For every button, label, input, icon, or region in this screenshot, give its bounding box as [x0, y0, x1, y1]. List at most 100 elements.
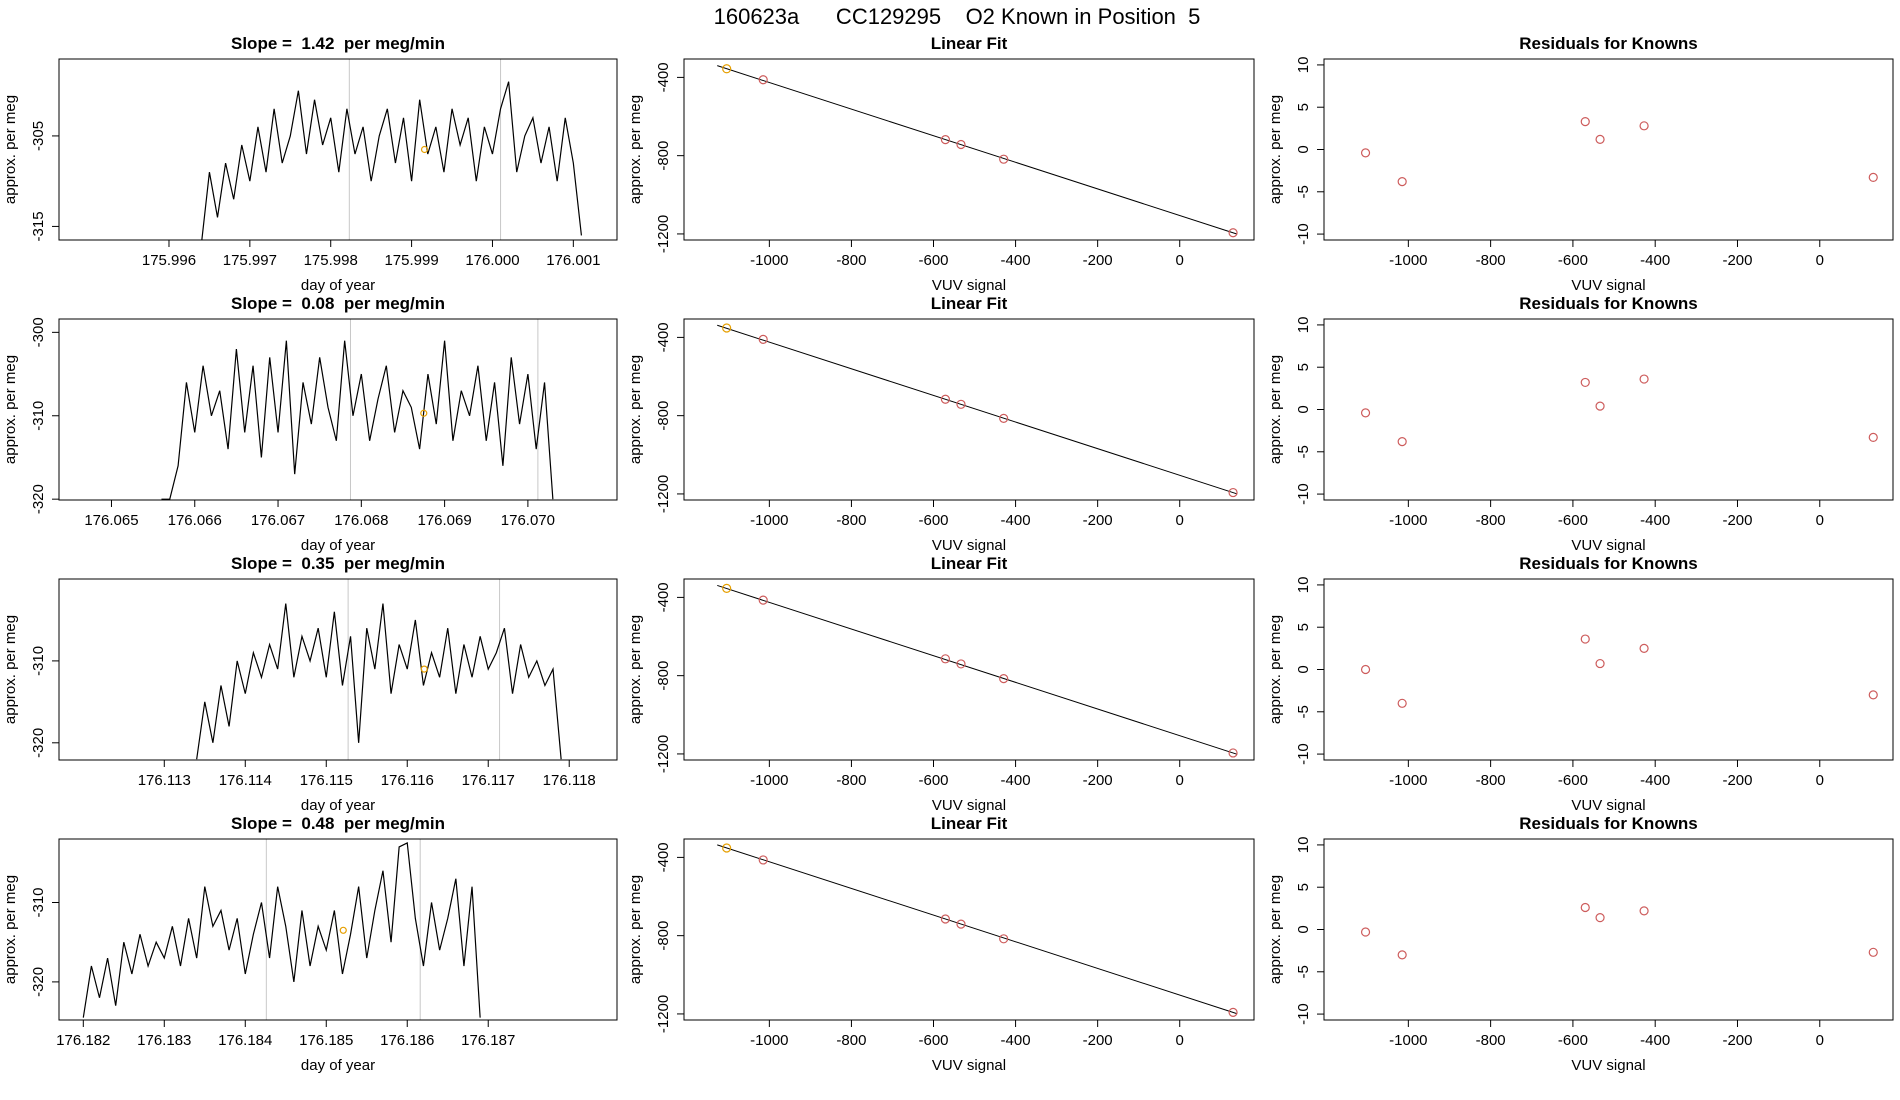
x-axis-label: VUV signal [1571, 277, 1645, 294]
x-tick-label: 176.185 [299, 1032, 353, 1049]
plot-area [1360, 902, 1878, 960]
x-tick-label: -1000 [1389, 1032, 1427, 1049]
point [956, 919, 966, 929]
y-tick-label: -5 [1295, 185, 1312, 198]
y-tick-label: -10 [1295, 483, 1312, 505]
point [940, 914, 951, 924]
series-line [82, 842, 481, 1018]
panel-title: Linear Fit [931, 814, 1008, 833]
x-tick-label: -1000 [1389, 512, 1427, 529]
panel-title: Slope = 0.48 per meg/min [231, 814, 445, 833]
point [999, 413, 1009, 424]
x-tick-label: 175.998 [304, 252, 358, 269]
x-tick-label: 0 [1816, 252, 1824, 269]
x-tick-label: -400 [1640, 252, 1670, 269]
y-tick-label: -1200 [655, 215, 672, 253]
point [1360, 664, 1371, 675]
series-line [196, 603, 562, 760]
x-tick-label: 176.001 [546, 252, 600, 269]
x-tick-label: -200 [1722, 512, 1752, 529]
plot-area [196, 579, 562, 760]
y-tick-label: -320 [30, 967, 47, 997]
point [999, 673, 1009, 684]
point [940, 654, 951, 664]
point [1868, 947, 1878, 957]
point [722, 843, 732, 853]
y-tick-label: -800 [655, 661, 672, 691]
y-axis-label: approx. per meg [627, 95, 644, 204]
point [758, 334, 768, 344]
x-tick-label: -600 [1558, 1032, 1588, 1049]
point [1360, 408, 1371, 418]
x-tick-label: -200 [1722, 1032, 1752, 1049]
plot-area [1360, 116, 1878, 187]
panel-title: Residuals for Knowns [1519, 294, 1698, 313]
point [1228, 487, 1238, 498]
x-tick-label: -800 [836, 252, 866, 269]
y-tick-label: -800 [655, 401, 672, 431]
point [1397, 177, 1407, 187]
panel-title: Slope = 1.42 per meg/min [231, 34, 445, 53]
y-axis-label: approx. per meg [1267, 355, 1284, 464]
point [1595, 913, 1605, 923]
y-tick-label: -10 [1295, 223, 1312, 245]
plot-area [161, 319, 554, 500]
x-tick-label: 176.117 [462, 772, 515, 789]
point [1868, 690, 1878, 700]
y-tick-label: -310 [30, 401, 47, 431]
panel-title: Residuals for Knowns [1519, 34, 1698, 53]
fit-line [717, 324, 1238, 495]
y-axis-label: approx. per meg [1267, 615, 1284, 724]
y-tick-label: -10 [1295, 1003, 1312, 1025]
x-tick-label: -200 [1722, 252, 1752, 269]
y-tick-label: -5 [1295, 705, 1312, 718]
point [1580, 377, 1590, 388]
y-tick-label: 10 [1295, 57, 1312, 74]
point [1397, 698, 1407, 708]
y-tick-label: -300 [30, 317, 47, 347]
point [1228, 1007, 1238, 1017]
y-tick-label: -400 [655, 322, 672, 352]
point [940, 135, 951, 145]
y-axis-label: approx. per meg [2, 95, 19, 204]
panel-title: Linear Fit [931, 34, 1008, 53]
panel: Residuals for Knowns VUV signal approx. pe… [1267, 814, 1894, 1074]
point [1360, 148, 1371, 158]
y-tick-label: -310 [30, 887, 47, 917]
y-tick-label: -800 [655, 141, 672, 171]
figure-title: 160623a CC129295 O2 Known in Position 5 [714, 4, 1201, 29]
y-tick-label: -1200 [655, 995, 672, 1033]
y-tick-label: -400 [655, 582, 672, 612]
plot-frame [683, 838, 1255, 1021]
x-tick-label: 175.997 [223, 252, 277, 269]
panel-title: Linear Fit [931, 294, 1008, 313]
x-axis-label: day of year [301, 797, 375, 814]
y-tick-label: -310 [30, 646, 47, 676]
point [1228, 748, 1238, 758]
fit-line [717, 584, 1238, 755]
panel: Linear Fit VUV signal approx. per meg -1000… [627, 554, 1255, 814]
x-tick-label: -1000 [1389, 772, 1427, 789]
x-tick-label: -400 [1640, 512, 1670, 529]
plot-frame [683, 578, 1255, 761]
x-tick-label: -1000 [750, 252, 788, 269]
point [1580, 116, 1590, 127]
x-tick-label: 176.182 [56, 1032, 110, 1049]
x-tick-label: -200 [1083, 1032, 1113, 1049]
y-tick-label: 0 [1295, 405, 1312, 413]
y-tick-label: 5 [1295, 103, 1312, 111]
x-tick-label: 0 [1176, 252, 1184, 269]
panel: Linear Fit VUV signal approx. per meg -1000… [627, 814, 1255, 1074]
x-tick-label: 176.068 [334, 512, 388, 529]
x-tick-label: 0 [1176, 512, 1184, 529]
panel-title: Linear Fit [931, 554, 1008, 573]
x-tick-label: -600 [918, 252, 948, 269]
plot-frame [1323, 838, 1894, 1021]
x-tick-label: 176.069 [417, 512, 471, 529]
x-axis-label: VUV signal [932, 537, 1006, 554]
y-tick-label: -5 [1295, 445, 1312, 458]
y-axis-label: approx. per meg [627, 355, 644, 464]
series-line [161, 340, 554, 500]
x-tick-label: -400 [1001, 252, 1031, 269]
x-tick-label: -200 [1083, 512, 1113, 529]
